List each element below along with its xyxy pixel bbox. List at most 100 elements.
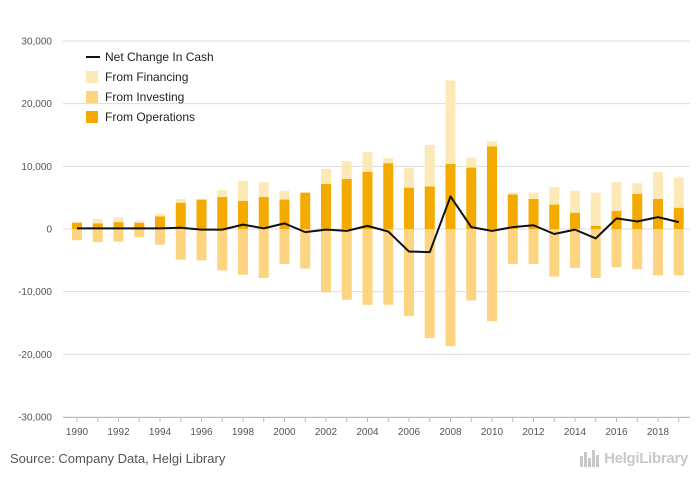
x-tick-label: 2006 <box>398 427 421 438</box>
bar-investing <box>92 229 103 243</box>
bar-financing <box>445 80 456 164</box>
bar-financing <box>341 161 352 179</box>
bar-operations <box>570 212 580 229</box>
bar-investing <box>155 229 165 245</box>
bar-investing <box>487 229 497 322</box>
bar-investing <box>445 229 456 347</box>
bar-operations <box>258 197 269 229</box>
bar-financing <box>217 190 228 198</box>
bar-financing <box>424 145 435 187</box>
bar-financing <box>549 187 560 205</box>
legend-label: From Financing <box>105 70 188 84</box>
bar-operations <box>673 207 684 229</box>
footer: Source: Company Data, Helgi Library Helg… <box>0 441 700 483</box>
y-tick-label: -20,000 <box>18 350 52 361</box>
bar-financing <box>653 171 663 199</box>
bar-financing <box>175 198 186 203</box>
x-tick-label: 2000 <box>273 427 296 438</box>
bar-operations <box>362 171 373 229</box>
bar-operations <box>217 197 228 229</box>
bar-investing <box>238 229 248 275</box>
bars <box>72 80 684 347</box>
x-tick-label: 2010 <box>481 427 504 438</box>
bar-financing <box>134 220 145 223</box>
bar-investing <box>383 229 394 305</box>
bar-financing <box>155 213 165 217</box>
bar-operations <box>341 178 352 229</box>
bar-investing <box>404 229 414 317</box>
bar-financing <box>258 182 269 198</box>
bar-financing <box>487 141 497 147</box>
bar-financing <box>113 217 124 223</box>
x-tick-label: 1998 <box>232 427 255 438</box>
bar-operations <box>590 225 601 229</box>
city-skyline-icon <box>580 450 600 467</box>
x-tick-label: 2002 <box>315 427 338 438</box>
legend-swatch <box>86 111 98 123</box>
bar-investing <box>279 229 290 265</box>
bar-operations <box>238 200 248 229</box>
y-tick-label: -30,000 <box>18 413 52 424</box>
bar-investing <box>175 229 186 260</box>
legend: Net Change In Cash From Financing From Inv… <box>86 50 214 124</box>
x-axis-ticks: 1990 1992 1994 1996 1998 2000 2002 2004 2006 2008… <box>66 417 680 438</box>
bar-financing <box>570 190 580 213</box>
bar-investing <box>466 229 477 301</box>
x-tick-label: 1990 <box>66 427 89 438</box>
logo-text: HelgiLibrary <box>604 449 688 467</box>
bar-investing <box>424 229 435 339</box>
legend-label: From Investing <box>105 90 184 104</box>
y-axis-ticks: 30,000 20,000 10,000 0 -10,000 -20,000 -30,000 <box>18 37 52 424</box>
bar-financing <box>611 182 622 211</box>
bar-investing <box>341 229 352 300</box>
bar-investing <box>570 229 580 268</box>
x-tick-label: 2016 <box>605 427 628 438</box>
bar-operations <box>72 222 82 229</box>
bar-operations <box>300 192 311 229</box>
bar-financing <box>279 190 290 200</box>
bar-operations <box>134 222 145 229</box>
bar-operations <box>404 187 414 229</box>
x-tick-label: 1996 <box>190 427 213 438</box>
y-tick-label: 20,000 <box>21 99 52 110</box>
x-tick-label: 1992 <box>107 427 130 438</box>
bar-operations <box>632 193 643 229</box>
bar-financing <box>590 192 601 226</box>
bar-operations <box>155 216 165 229</box>
bar-financing <box>238 180 248 201</box>
bar-investing <box>300 229 311 269</box>
x-tick-label: 2012 <box>522 427 545 438</box>
bar-operations <box>466 167 477 229</box>
source-text: Source: Company Data, Helgi Library <box>10 451 226 466</box>
bar-investing <box>590 229 601 278</box>
bar-operations <box>424 186 435 229</box>
legend-swatch <box>86 91 98 103</box>
bar-operations <box>383 163 394 229</box>
bar-investing <box>134 229 145 238</box>
net-change-line <box>77 195 679 254</box>
y-tick-label: -10,000 <box>18 287 52 298</box>
bar-financing <box>92 218 103 224</box>
bar-operations <box>487 146 497 229</box>
legend-swatch <box>86 71 98 83</box>
net-change-series-line <box>77 195 679 254</box>
bar-operations <box>611 210 622 229</box>
bar-investing <box>362 229 373 305</box>
bar-operations <box>92 223 103 229</box>
bar-investing <box>632 229 643 270</box>
bar-operations <box>549 204 560 229</box>
bar-operations <box>113 222 124 229</box>
bar-investing <box>507 229 518 265</box>
bar-investing <box>321 229 331 293</box>
bar-operations <box>653 198 663 229</box>
x-tick-label: 2008 <box>439 427 462 438</box>
bar-investing <box>196 229 207 261</box>
bar-financing <box>507 192 518 195</box>
x-tick-label: 2014 <box>564 427 587 438</box>
helgi-library-logo[interactable]: HelgiLibrary <box>579 449 688 467</box>
bar-investing <box>673 229 684 276</box>
bar-investing <box>611 229 622 268</box>
bar-investing <box>217 229 228 271</box>
bar-financing <box>466 157 477 168</box>
bar-financing <box>383 158 394 164</box>
